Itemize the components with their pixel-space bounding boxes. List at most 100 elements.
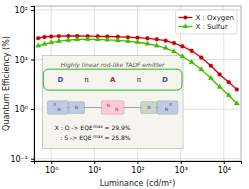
y-tick: 10⁻¹: [10, 155, 34, 164]
x-tick: 10⁰: [45, 161, 58, 175]
molecule-ring: [47, 101, 68, 114]
legend: X : OxygenX : Sulfur: [175, 10, 237, 34]
molecule-label: N: [107, 103, 110, 108]
x-axis-title: Luminance (cd/m²): [100, 179, 176, 188]
series-point: [227, 80, 231, 84]
y-grid-line: [34, 158, 241, 159]
annotation-text: X : O -> EQE: [55, 124, 93, 131]
x-tick: 10⁴: [218, 161, 231, 175]
x-tick-label: 10³: [174, 166, 187, 175]
molecule-bond: [122, 107, 142, 108]
x-tick-mark: [224, 161, 225, 164]
y-tick: 10⁰: [15, 105, 34, 114]
annotation-text: max: [93, 134, 103, 139]
series-point: [234, 100, 239, 105]
annotation-label: π: [137, 76, 142, 84]
y-axis-line: [31, 7, 35, 162]
series-point: [115, 37, 120, 42]
molecule-label: X: [53, 102, 56, 107]
x-tick-mark: [181, 161, 182, 164]
y-tick-label: 10²: [15, 6, 28, 15]
molecule-label: N: [75, 105, 78, 110]
annotation-text: = 25.8%: [104, 134, 130, 141]
x-tick-mark: [51, 161, 52, 164]
series-point: [199, 56, 203, 60]
legend-label: X : Sulfur: [195, 23, 227, 31]
molecule-ring: [141, 102, 158, 114]
x-tick-mark: [138, 161, 139, 164]
series-point: [189, 59, 194, 64]
molecule-label: N: [57, 107, 60, 112]
series-point: [190, 49, 194, 53]
x-tick-mark: [94, 161, 95, 164]
x-tick-label: 10²: [131, 166, 144, 175]
x-tick: 10¹: [88, 161, 101, 175]
x-tick: 10³: [174, 161, 187, 175]
series-point: [85, 36, 90, 41]
x-axis: 10⁰ 10¹ 10² 10³ 10⁴: [35, 161, 242, 175]
annotation-oval: [43, 69, 182, 90]
series-point: [95, 36, 100, 41]
series-point: [42, 41, 47, 46]
molecule-label: N: [147, 105, 150, 110]
series-point: [105, 37, 110, 42]
molecule-ring: [101, 101, 124, 114]
molecule-bond: [83, 107, 103, 108]
chart: 10⁰10¹10²10³10⁴10⁻¹10⁰10¹10²X : OxygenX …: [0, 0, 249, 189]
series-point: [56, 38, 61, 43]
series-point: [145, 41, 150, 46]
series-point: [145, 36, 149, 40]
legend-label: X : Oxygen: [195, 14, 234, 22]
series-point: [36, 36, 40, 40]
plot-frame: [34, 6, 241, 161]
annotation-texts: Highly linear rod-like TADF emitterDπAπD…: [53, 61, 172, 142]
molecule-label: X: [169, 102, 172, 107]
molecule-ring: [157, 101, 178, 114]
y-tick-mark: [31, 10, 34, 11]
series-point: [180, 53, 185, 58]
series-point: [75, 36, 80, 41]
legend-box: [175, 10, 237, 34]
series-point: [49, 40, 54, 45]
series-line: [38, 39, 237, 103]
x-tick-label: 10⁴: [218, 166, 231, 175]
y-tick-mark: [31, 109, 34, 110]
annotation-label: π: [84, 76, 89, 84]
y-tick: 10¹: [15, 56, 34, 65]
molecule-label: N: [165, 107, 168, 112]
series-point: [164, 39, 168, 43]
x-tick: 10²: [131, 161, 144, 175]
y-tick-label: 10⁰: [15, 105, 28, 114]
series-point: [43, 35, 47, 39]
series-point: [217, 84, 222, 89]
y-tick-label: 10⁻¹: [10, 155, 28, 164]
series-point: [171, 48, 176, 53]
series-point: [66, 37, 71, 42]
series-point: [218, 73, 222, 77]
x-tick-label: 10⁰: [45, 166, 58, 175]
annotation-text: max: [93, 124, 103, 129]
series-point: [163, 45, 168, 50]
annotation-text: = 29.9%: [104, 124, 130, 131]
y-axis: 10⁻¹ 10⁰ 10¹ 10²: [10, 6, 34, 164]
series-point: [172, 41, 176, 45]
series-point: [36, 43, 41, 48]
series-point: [226, 92, 231, 97]
series-point: [125, 38, 130, 43]
annotation-label: D: [162, 76, 168, 84]
series-line: [38, 36, 237, 89]
legend-marker: [183, 16, 187, 20]
annotation-label: A: [110, 76, 116, 84]
x-axis-line: [35, 162, 242, 165]
series-point: [235, 87, 239, 91]
series-point: [154, 43, 159, 48]
series-point: [208, 75, 213, 80]
legend-marker: [183, 23, 188, 28]
series-point: [57, 34, 61, 38]
y-tick: 10²: [15, 6, 34, 15]
series-point: [180, 44, 184, 48]
annotation-box: [42, 56, 183, 149]
plot: 10⁰10¹10²10³10⁴10⁻¹10⁰10¹10²X : OxygenX …: [10, 6, 241, 175]
y-axis-title: Quantum Efficiency (%): [2, 36, 11, 131]
series-point: [155, 37, 159, 41]
